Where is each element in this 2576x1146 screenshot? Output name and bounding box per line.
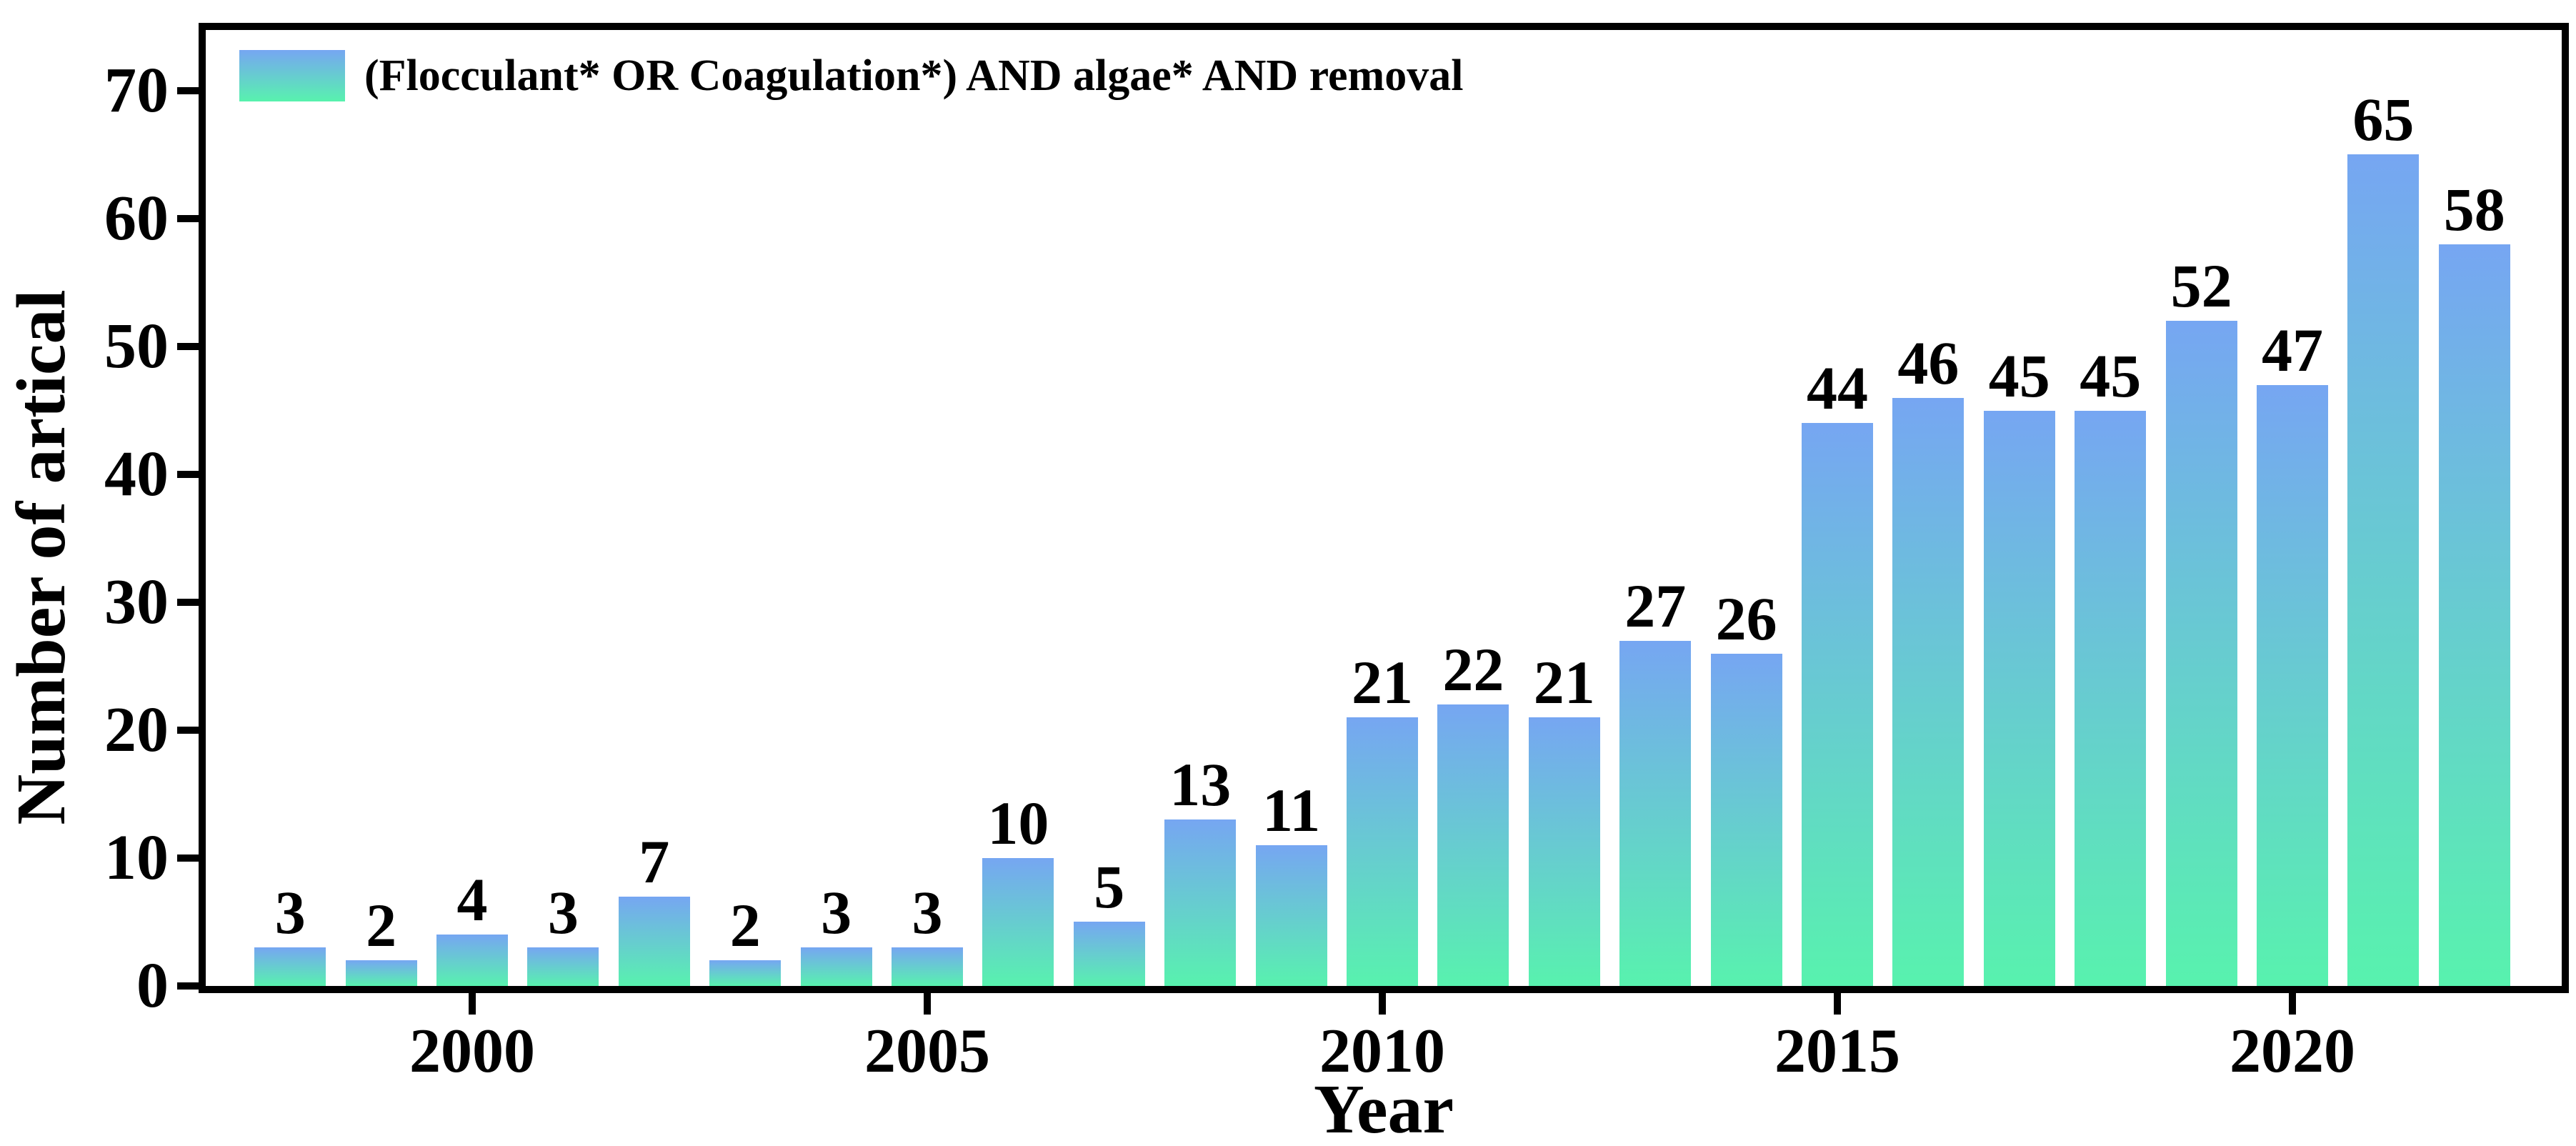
legend-label: (Flocculant* OR Coagulation*) AND algae*… — [364, 51, 1464, 100]
bar-value-label: 3 — [821, 878, 852, 947]
bar-2016 — [1892, 398, 1965, 986]
bar-2011 — [1437, 704, 1509, 986]
bar-2000 — [436, 935, 508, 986]
bar-2010 — [1347, 717, 1418, 986]
y-tick-label: 20 — [104, 694, 169, 765]
bar-2013 — [1619, 641, 1692, 986]
x-tick-mark — [924, 993, 931, 1015]
bar-value-label: 58 — [2443, 175, 2505, 244]
y-tick-mark — [177, 854, 199, 862]
x-tick-mark — [1834, 993, 1841, 1015]
y-tick-mark — [177, 87, 199, 94]
bar-2002 — [618, 897, 690, 986]
bar-1998 — [254, 947, 326, 986]
bar-value-label: 45 — [2080, 342, 2142, 410]
y-tick-label: 40 — [104, 439, 169, 509]
bar-2020 — [2257, 385, 2328, 986]
bar-value-label: 65 — [2352, 85, 2415, 154]
bar-2021 — [2347, 154, 2420, 986]
bar-value-label: 13 — [1169, 750, 1232, 819]
bar-value-label: 2 — [729, 891, 761, 960]
x-tick-label: 2000 — [409, 1017, 535, 1086]
bar-2004 — [800, 947, 872, 986]
x-tick-label: 2020 — [2230, 1017, 2355, 1086]
y-tick-label: 70 — [104, 55, 169, 126]
bar-2009 — [1255, 845, 1327, 986]
x-tick-mark — [2289, 993, 2296, 1015]
bar-value-label: 44 — [1807, 354, 1868, 422]
bar-value-label: 4 — [456, 865, 488, 934]
bar-value-label: 45 — [1988, 342, 2050, 410]
legend-swatch — [239, 50, 345, 101]
bar-value-label: 22 — [1442, 635, 1504, 704]
plot-area: 3 2 4 3 7 2 3 3 10 5 13 11 21 22 21 27 26 44 46 45 45 52 47 65 5… — [206, 30, 2562, 986]
y-tick-mark — [177, 343, 199, 350]
x-tick-mark — [469, 993, 476, 1015]
x-tick-label: 2010 — [1319, 1017, 1445, 1086]
bar-value-label: 3 — [547, 878, 579, 947]
x-tick-label: 2005 — [864, 1017, 990, 1086]
bar-value-label: 11 — [1262, 776, 1321, 844]
y-tick-mark — [177, 215, 199, 222]
bar-value-label: 3 — [274, 878, 306, 947]
y-tick-label: 0 — [136, 950, 169, 1021]
y-tick-mark — [177, 599, 199, 606]
bar-value-label: 21 — [1352, 648, 1413, 717]
bar-2006 — [982, 858, 1054, 986]
bar-value-label: 2 — [366, 891, 397, 960]
y-tick-label: 10 — [104, 822, 169, 893]
bar-value-label: 10 — [987, 789, 1049, 857]
bar-2005 — [892, 947, 963, 986]
x-tick-label: 2015 — [1774, 1017, 1900, 1086]
y-tick-mark — [177, 982, 199, 990]
bar-value-label: 21 — [1533, 648, 1595, 717]
bar-2007 — [1073, 922, 1145, 986]
bar-value-label: 46 — [1897, 329, 1960, 397]
bar-2022 — [2438, 244, 2510, 986]
bar-2008 — [1164, 819, 1237, 986]
bar-value-label: 26 — [1715, 584, 1777, 653]
plot-frame: 3 2 4 3 7 2 3 3 10 5 13 11 21 22 21 27 26 44 46 45 45 52 47 65 5… — [199, 23, 2569, 993]
x-tick-mark — [1379, 993, 1386, 1015]
y-tick-label: 30 — [104, 567, 169, 637]
bar-2014 — [1710, 654, 1782, 986]
bar-2019 — [2165, 321, 2237, 986]
bar-2018 — [2075, 411, 2147, 986]
x-axis-label: Year — [1314, 1071, 1454, 1146]
bar-2015 — [1802, 423, 1873, 986]
bar-2012 — [1528, 717, 1600, 986]
y-tick-mark — [177, 471, 199, 478]
bar-value-label: 47 — [2262, 316, 2323, 384]
bar-2017 — [1983, 411, 2055, 986]
y-tick-mark — [177, 727, 199, 734]
bar-value-label: 27 — [1624, 572, 1687, 640]
bar-value-label: 3 — [912, 878, 943, 947]
bar-2003 — [709, 960, 782, 986]
y-tick-label: 60 — [104, 183, 169, 254]
y-tick-label: 50 — [104, 311, 169, 382]
bar-2001 — [527, 947, 599, 986]
bar-value-label: 5 — [1094, 852, 1125, 921]
bar-value-label: 7 — [639, 827, 670, 896]
bar-1999 — [345, 960, 417, 986]
bar-value-label: 52 — [2170, 251, 2232, 320]
